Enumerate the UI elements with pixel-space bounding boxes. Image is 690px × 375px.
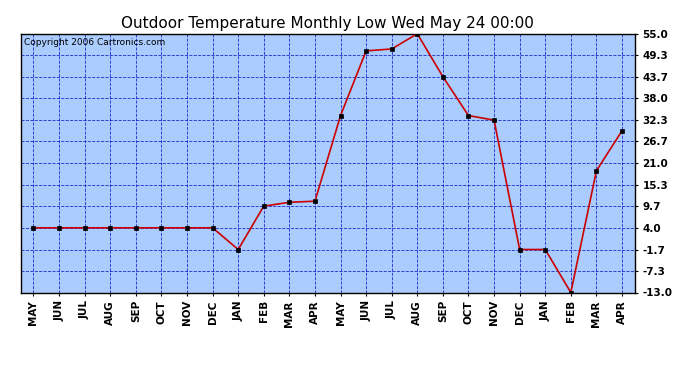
- Text: Copyright 2006 Cartronics.com: Copyright 2006 Cartronics.com: [23, 38, 165, 46]
- Title: Outdoor Temperature Monthly Low Wed May 24 00:00: Outdoor Temperature Monthly Low Wed May …: [121, 16, 534, 31]
